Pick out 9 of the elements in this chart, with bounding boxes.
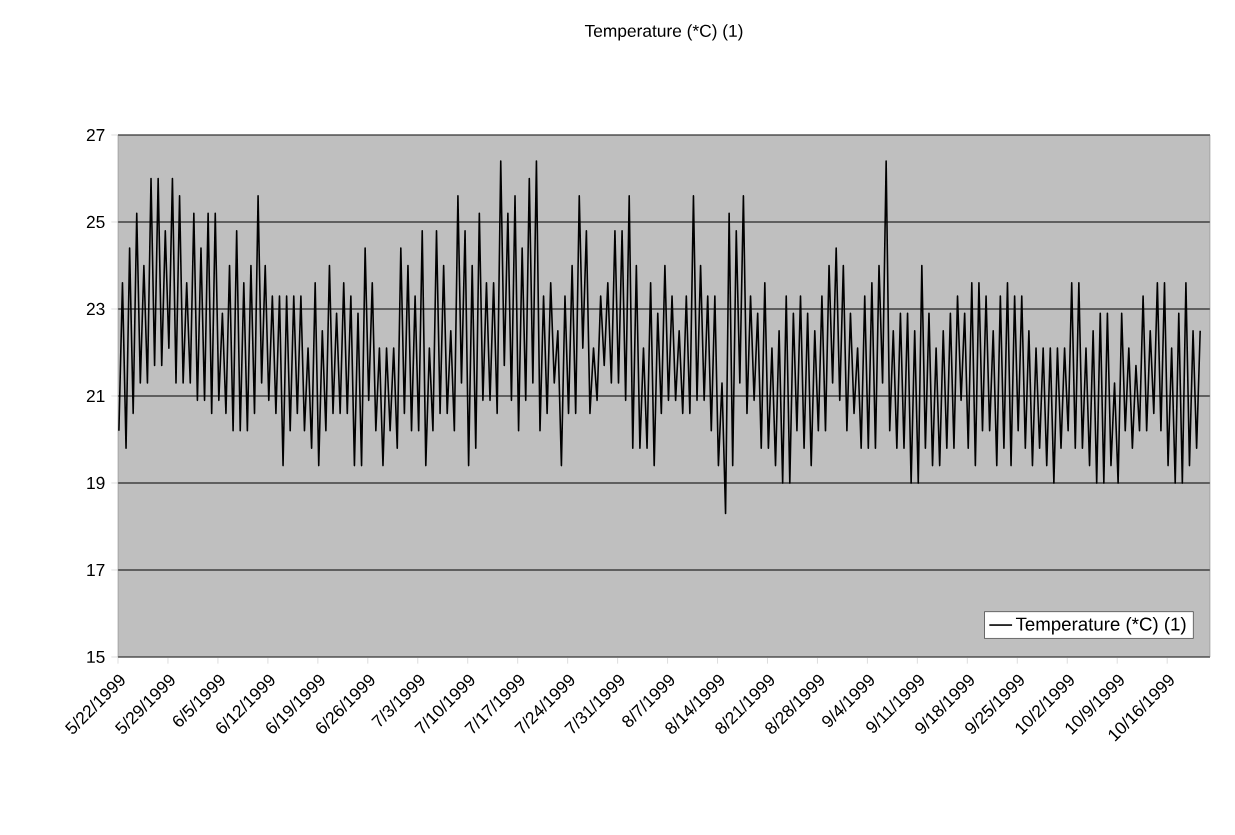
legend-label: Temperature (*C) (1) xyxy=(1015,616,1186,635)
y-tick-label: 21 xyxy=(86,389,105,403)
chart-title: Temperature (*C) (1) xyxy=(584,24,743,41)
y-tick-label: 23 xyxy=(86,302,105,316)
y-tick-label: 17 xyxy=(87,564,105,576)
y-tick-label: 25 xyxy=(86,215,105,229)
y-tick-label: 15 xyxy=(87,650,105,664)
y-tick-label: 19 xyxy=(87,476,105,490)
y-tick-label: 27 xyxy=(86,128,105,142)
